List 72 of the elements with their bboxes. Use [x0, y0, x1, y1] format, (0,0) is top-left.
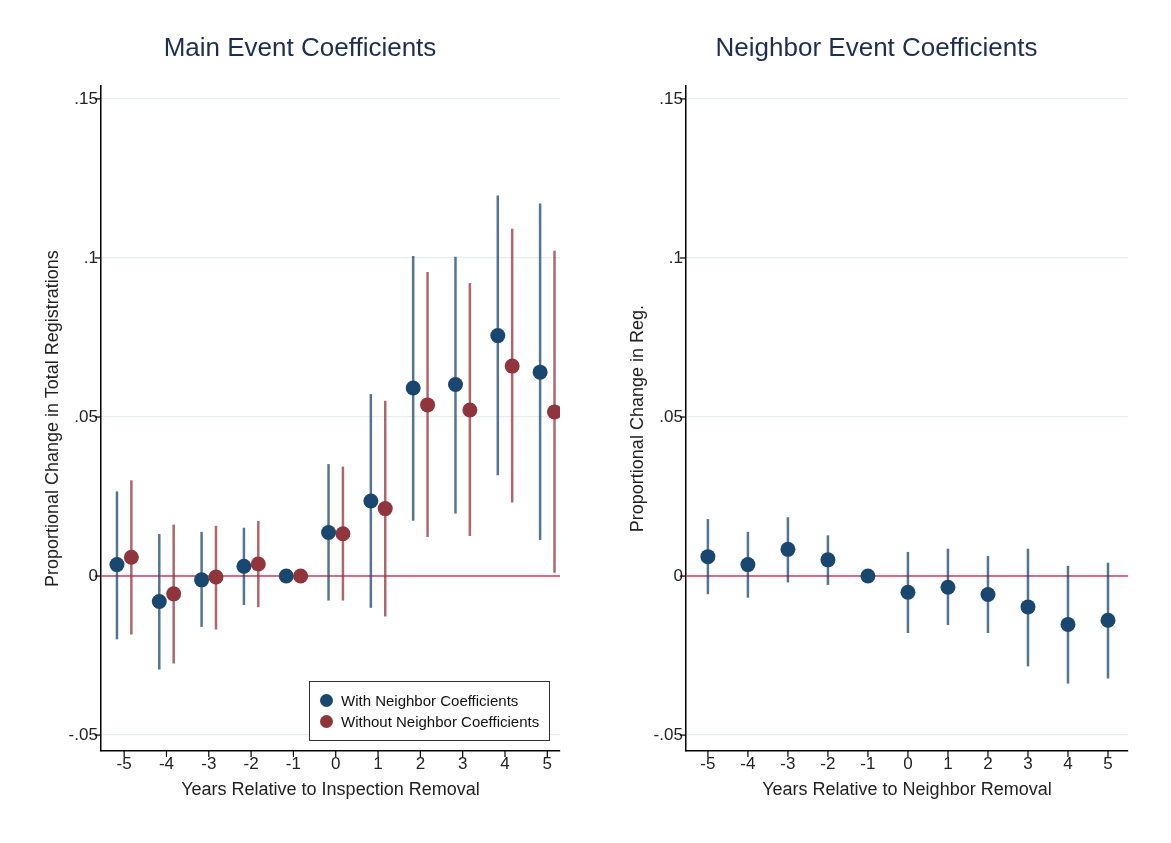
- point: [462, 402, 478, 418]
- point: [1060, 616, 1076, 632]
- point: [1020, 599, 1036, 615]
- point: [194, 572, 210, 588]
- y-tick-label: .15: [659, 88, 683, 108]
- y-axis-title: Proportional Change in Total Registrations: [41, 250, 62, 588]
- point: [166, 586, 182, 602]
- point: [250, 556, 266, 572]
- chart-title: Main Event Coefficients: [163, 31, 437, 62]
- point: [900, 584, 916, 600]
- point: [860, 568, 876, 584]
- x-tick-label: 1: [943, 753, 953, 773]
- point: [780, 541, 796, 557]
- point: [532, 364, 548, 380]
- x-tick-label: 2: [415, 753, 426, 773]
- x-axis-title: Years Relative to Inspection Removal: [181, 779, 480, 800]
- point: [208, 569, 224, 585]
- point: [820, 552, 836, 568]
- y-tick-label: 0: [88, 565, 98, 585]
- x-tick-label: -4: [158, 753, 175, 773]
- x-tick-label: 3: [1023, 753, 1033, 773]
- x-tick-label: 4: [500, 753, 510, 773]
- point: [278, 568, 294, 584]
- y-tick-label: .05: [659, 406, 683, 426]
- chart-title: Neighbor Event Coefficients: [715, 31, 1038, 62]
- point: [236, 558, 252, 574]
- x-tick-label: -2: [243, 753, 259, 773]
- x-tick-label: -1: [860, 753, 876, 773]
- point: [504, 358, 520, 374]
- y-tick-label: .05: [74, 406, 98, 426]
- x-tick-label: 4: [1063, 753, 1073, 773]
- x-tick-label: 0: [903, 753, 913, 773]
- x-tick-label: -4: [740, 753, 756, 773]
- point: [293, 568, 309, 584]
- point: [740, 557, 756, 573]
- point: [447, 377, 463, 393]
- x-tick-label: -5: [700, 753, 716, 773]
- x-tick-label: 3: [457, 753, 468, 773]
- legend-label: With Neighbor Coefficients: [341, 692, 519, 709]
- point: [1100, 612, 1116, 628]
- point: [405, 380, 421, 396]
- point: [940, 579, 956, 595]
- point: [700, 549, 716, 565]
- x-tick-label: -2: [820, 753, 836, 773]
- y-tick-label: .1: [83, 247, 98, 267]
- point: [490, 328, 506, 344]
- point: [363, 493, 379, 509]
- y-tick-label: -.05: [68, 724, 98, 744]
- x-tick-label: 5: [542, 753, 553, 773]
- y-axis-title: Proportional Change in Reg.: [626, 305, 647, 533]
- x-tick-label: -1: [285, 753, 301, 773]
- y-tick-label: -.05: [653, 724, 683, 744]
- point: [151, 594, 167, 609]
- x-tick-label: -3: [780, 753, 796, 773]
- x-tick-label: 5: [1103, 753, 1113, 773]
- legend-label: Without Neighbor Coefficients: [341, 713, 540, 730]
- point: [109, 557, 125, 573]
- x-tick-label: 0: [331, 753, 341, 773]
- x-tick-label: 2: [983, 753, 993, 773]
- point: [420, 397, 436, 413]
- point: [123, 549, 139, 565]
- x-tick-label: 1: [373, 753, 383, 773]
- point: [377, 501, 393, 517]
- y-tick-label: .1: [668, 247, 683, 267]
- point: [980, 587, 996, 602]
- point: [321, 524, 337, 540]
- x-axis-title: Years Relative to Neighbor Removal: [762, 779, 1052, 800]
- point: [335, 526, 351, 542]
- x-tick-label: -3: [201, 753, 217, 773]
- y-tick-label: 0: [673, 565, 683, 585]
- y-tick-label: .15: [74, 88, 98, 108]
- x-tick-label: -5: [116, 753, 132, 773]
